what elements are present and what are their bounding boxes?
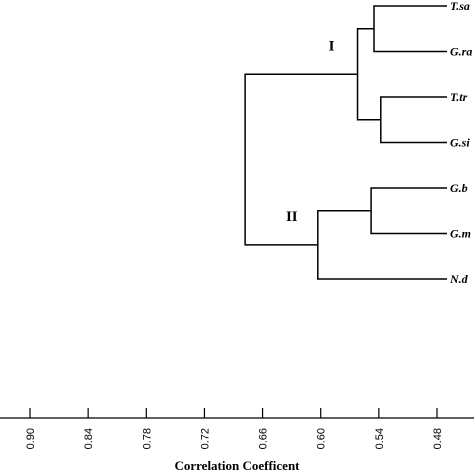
leaf-label-n-d: N.d [449, 272, 469, 286]
leaf-label-g-ra: G.ra [450, 45, 472, 59]
branch-merge-6 [244, 73, 358, 246]
leaf-label-g-m: G.m [450, 227, 471, 241]
x-tick-label-0-78: 0.78 [141, 428, 153, 449]
cluster-label-i: I [329, 38, 335, 54]
x-tick-label-0-66: 0.66 [258, 428, 270, 449]
dendrogram-branches [244, 5, 447, 280]
cluster-labels: III [286, 38, 335, 225]
leaf-label-g-b: G.b [450, 181, 468, 195]
cluster-label-ii: II [286, 209, 298, 225]
leaf-label-t-sa: T.sa [450, 0, 470, 13]
x-tick-label-0-84: 0.84 [83, 428, 95, 449]
leaf-label-t-tr: T.tr [450, 90, 468, 104]
x-axis-title: Correlation Coefficent [174, 458, 300, 473]
branch-merge-4 [370, 187, 447, 235]
x-tick-label-0-60: 0.60 [316, 428, 328, 449]
x-tick-label-0-90: 0.90 [25, 428, 37, 449]
leaf-label-g-si: G.si [450, 136, 470, 150]
branch-merge-5 [317, 210, 447, 280]
x-tick-label-0-54: 0.54 [374, 428, 386, 449]
branch-merge-1 [373, 5, 447, 53]
leaf-labels: T.sa G.ra T.tr G.si G.b G.m N.d [449, 0, 472, 286]
x-tick-label-0-72: 0.72 [199, 428, 211, 449]
branch-merge-2 [380, 96, 447, 144]
x-tick-label-0-48: 0.48 [432, 428, 444, 449]
x-axis-ticks: 0.90 0.84 0.78 0.72 0.66 0.60 0.54 0.48 [25, 408, 444, 449]
branch-merge-3 [356, 28, 381, 121]
